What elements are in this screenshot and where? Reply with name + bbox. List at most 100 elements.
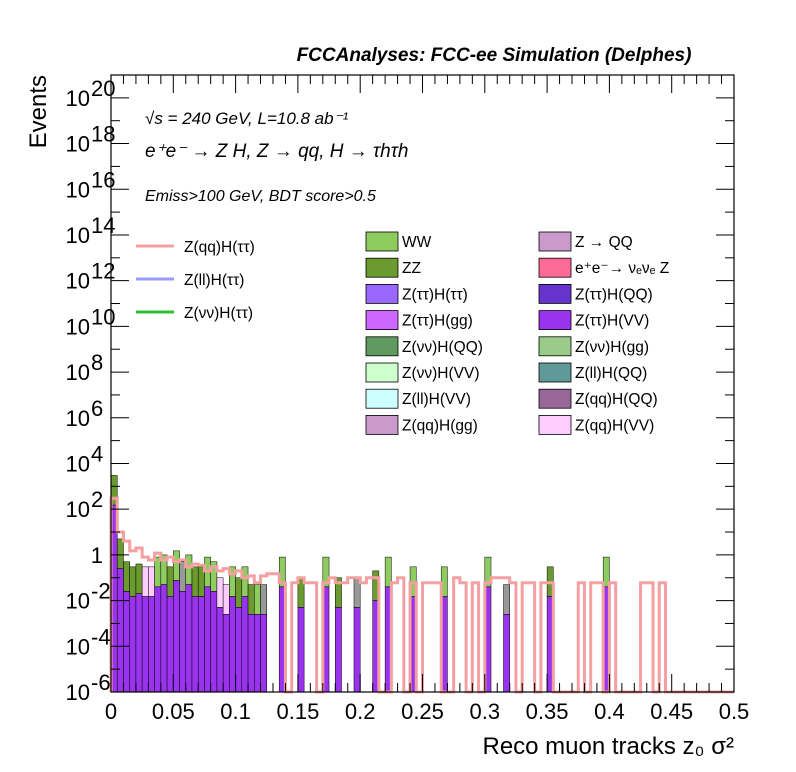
legend-fill-swatch-4 bbox=[365, 283, 399, 304]
bar-base-20 bbox=[235, 607, 243, 693]
legend-fills: WW Z → QQ ZZ e⁺e⁻→ νₑνₑ Z Z(ττ)H(ττ) Z(ττ)H(Q… bbox=[365, 231, 669, 435]
signal-lines bbox=[109, 496, 734, 694]
bar-17 bbox=[216, 577, 224, 608]
legend-fill-swatch-8 bbox=[365, 336, 399, 357]
bar-base-16 bbox=[210, 591, 218, 693]
x-axis-ticks: 0 0.05 0.1 0.15 0.2 0.25 0.3 0.35 0.4 0.45 0.5 bbox=[105, 75, 749, 724]
bar-7 bbox=[154, 556, 162, 588]
legend-fill-label-12: Z(ll)H(VV) bbox=[402, 391, 471, 408]
chart-title: FCCAnalyses: FCC-ee Simulation (Delphes) bbox=[297, 45, 692, 66]
bar-18 bbox=[222, 584, 230, 615]
y-tick-exponent-0: -6 bbox=[91, 670, 111, 695]
bar-base-35 bbox=[503, 614, 510, 693]
x-tick-label-1: 0.05 bbox=[152, 699, 195, 724]
legend-fill-label-8: Z(νν)H(QQ) bbox=[402, 339, 483, 356]
bar-base-12 bbox=[185, 584, 193, 693]
legend-fill-label-13: Z(qq)H(QQ) bbox=[575, 391, 658, 408]
series-line-0 bbox=[109, 496, 734, 694]
bar-1 bbox=[116, 538, 124, 569]
bar-22 bbox=[247, 584, 255, 615]
bar-base-28 bbox=[335, 607, 342, 693]
bar-base-26 bbox=[297, 607, 305, 693]
bar-9 bbox=[166, 566, 174, 597]
bar-base-3 bbox=[129, 596, 137, 693]
x-tick-label-7: 0.35 bbox=[526, 699, 569, 724]
y-tick-label-4: 10 bbox=[66, 497, 90, 522]
legend-lines: Z(qq)H(ττ) Z(ll)H(ττ) Z(νν)H(ττ) bbox=[136, 239, 255, 322]
x-axis-label: Reco muon tracks z₀ σ² bbox=[482, 733, 734, 760]
bar-base-8 bbox=[160, 584, 168, 693]
legend-line-label-0: Z(qq)H(ττ) bbox=[184, 239, 255, 256]
bar-base-22 bbox=[247, 614, 255, 693]
x-tick-label-0: 0 bbox=[105, 699, 117, 724]
legend-fill-swatch-2 bbox=[365, 257, 399, 278]
x-tick-label-9: 0.45 bbox=[650, 699, 693, 724]
legend-fill-label-9: Z(νν)H(gg) bbox=[575, 339, 649, 356]
legend-fill-swatch-9 bbox=[538, 336, 572, 357]
bar-base-17 bbox=[216, 607, 224, 693]
y-tick-exponent-2: -2 bbox=[91, 579, 111, 604]
legend-fill-swatch-10 bbox=[365, 362, 399, 383]
legend-fill-label-2: ZZ bbox=[402, 260, 421, 277]
y-tick-label-3: 1 bbox=[91, 543, 103, 568]
y-tick-label-11: 10 bbox=[66, 177, 90, 202]
bar-5 bbox=[141, 566, 149, 597]
y-tick-exponent-12: 18 bbox=[91, 122, 115, 147]
y-tick-label-6: 10 bbox=[66, 406, 90, 431]
y-tick-exponent-7: 8 bbox=[91, 350, 103, 375]
y-tick-label-1: 10 bbox=[66, 634, 90, 659]
legend-line-label-1: Z(ll)H(ττ) bbox=[184, 272, 244, 289]
legend-fill-swatch-13 bbox=[538, 388, 572, 409]
y-tick-label-7: 10 bbox=[66, 360, 90, 385]
legend-fill-label-4: Z(ττ)H(ττ) bbox=[402, 286, 468, 303]
legend-fill-label-3: e⁺e⁻→ νₑνₑ Z bbox=[575, 260, 669, 277]
legend-fill-swatch-0 bbox=[365, 231, 399, 252]
y-tick-label-2: 10 bbox=[66, 589, 90, 614]
legend-fill-swatch-1 bbox=[538, 231, 572, 252]
x-tick-label-10: 0.5 bbox=[719, 699, 750, 724]
bar-20 bbox=[235, 577, 243, 608]
annotation-energy-lumi: √s = 240 GeV, L=10.8 ab⁻¹ bbox=[145, 109, 349, 128]
legend-fill-label-10: Z(νν)H(VV) bbox=[402, 365, 480, 382]
legend-fill-swatch-15 bbox=[538, 414, 572, 435]
x-tick-label-2: 0.1 bbox=[220, 699, 251, 724]
y-tick-label-0: 10 bbox=[66, 680, 90, 705]
bar-base-21 bbox=[241, 596, 249, 693]
y-tick-exponent-6: 6 bbox=[91, 396, 103, 421]
y-tick-exponent-11: 16 bbox=[91, 167, 115, 192]
bar-base-11 bbox=[179, 591, 187, 693]
legend-fill-swatch-5 bbox=[538, 283, 572, 304]
bar-base-24 bbox=[260, 614, 267, 693]
x-tick-label-4: 0.2 bbox=[345, 699, 376, 724]
bar-base-10 bbox=[173, 580, 180, 693]
y-tick-exponent-9: 12 bbox=[91, 259, 115, 284]
legend-fill-label-1: Z → QQ bbox=[575, 234, 633, 251]
bar-base-5 bbox=[141, 596, 149, 693]
legend-fill-label-14: Z(qq)H(gg) bbox=[402, 417, 478, 434]
bar-13 bbox=[191, 566, 199, 597]
bar-10 bbox=[173, 550, 180, 581]
y-tick-exponent-1: -4 bbox=[91, 624, 111, 649]
legend-fill-label-6: Z(ττ)H(gg) bbox=[402, 313, 473, 330]
y-tick-label-9: 10 bbox=[66, 269, 90, 294]
bar-base-2 bbox=[123, 591, 130, 693]
legend-fill-swatch-7 bbox=[538, 310, 572, 331]
legend-line-label-2: Z(νν)H(ττ) bbox=[184, 305, 253, 322]
legend-fill-swatch-6 bbox=[365, 310, 399, 331]
bar-6 bbox=[148, 566, 155, 597]
bar-3 bbox=[129, 566, 137, 597]
y-tick-label-10: 10 bbox=[66, 223, 90, 248]
bar-2 bbox=[123, 561, 130, 592]
legend-fill-label-5: Z(ττ)H(QQ) bbox=[575, 286, 653, 303]
legend-fill-label-7: Z(ττ)H(VV) bbox=[575, 313, 649, 330]
legend-fill-swatch-14 bbox=[365, 414, 399, 435]
annotation-selection: Emiss>100 GeV, BDT score>0.5 bbox=[145, 188, 376, 205]
bar-base-23 bbox=[254, 614, 261, 693]
legend-fill-swatch-11 bbox=[538, 362, 572, 383]
x-tick-label-6: 0.3 bbox=[470, 699, 501, 724]
bar-base-1 bbox=[116, 568, 124, 693]
bar-base-19 bbox=[229, 596, 236, 693]
legend-fill-label-15: Z(qq)H(VV) bbox=[575, 417, 654, 434]
